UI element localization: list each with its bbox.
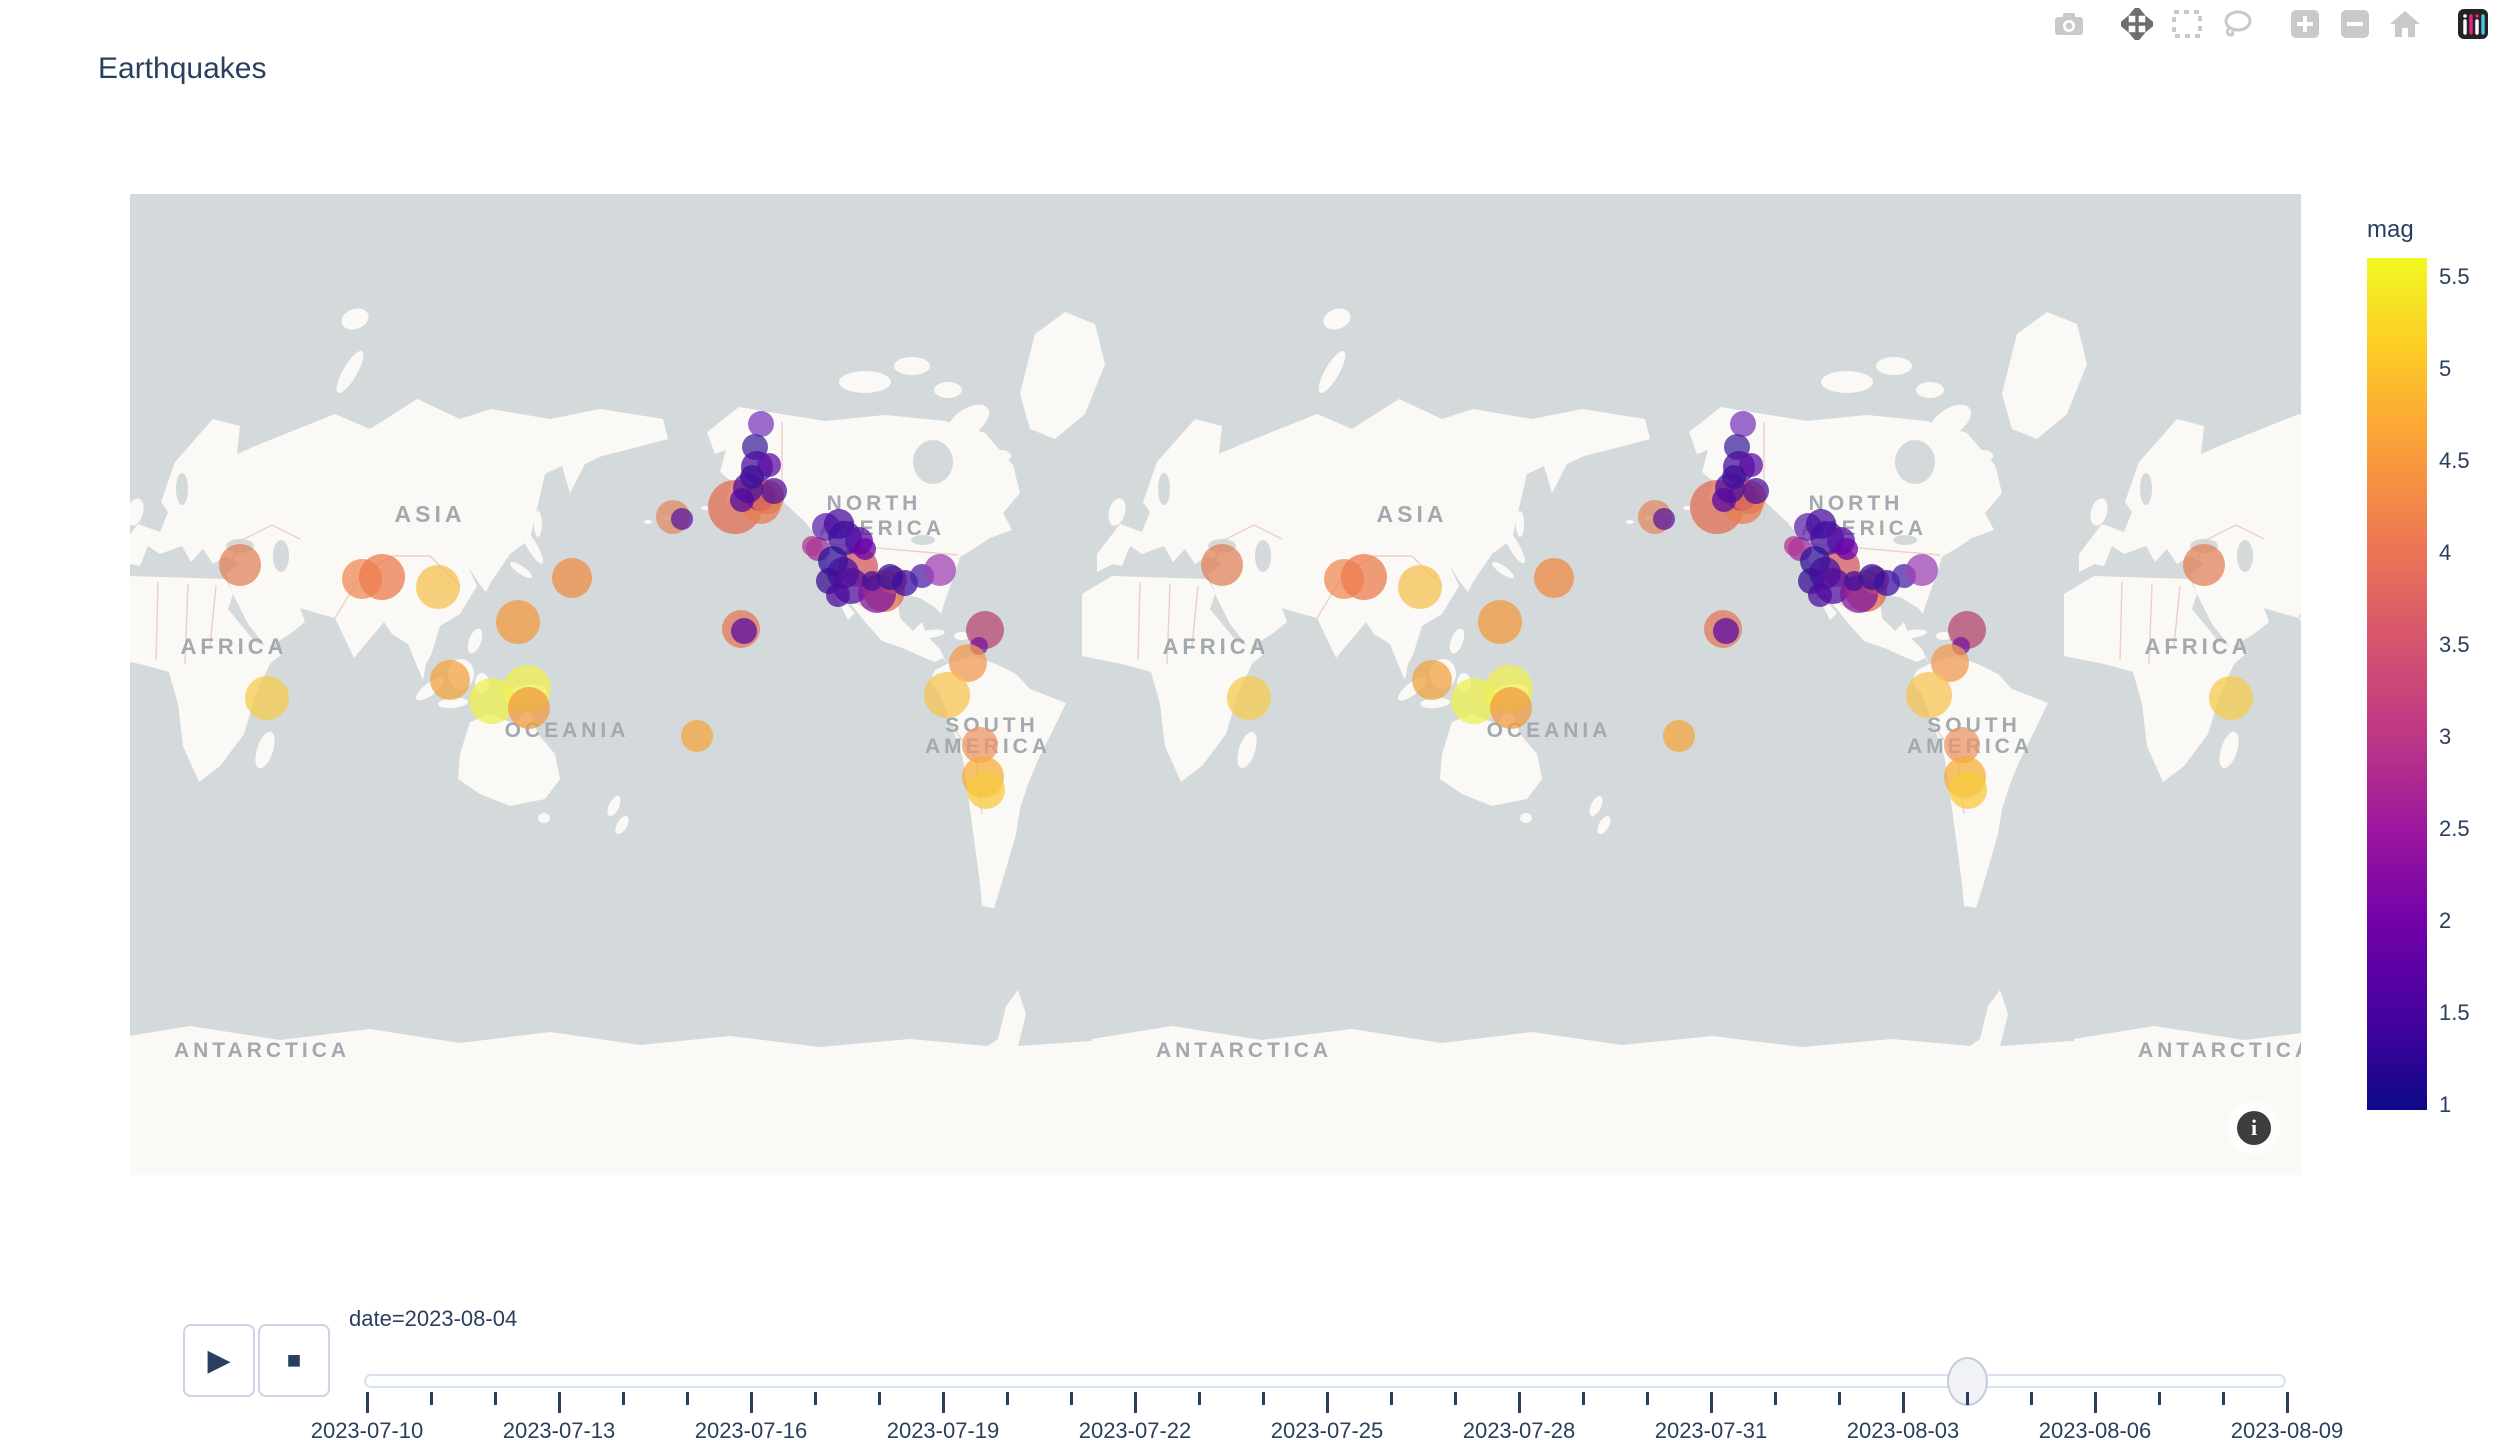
colorbar-tick-label: 5.5 bbox=[2439, 264, 2470, 289]
slider-axis-tick bbox=[1837, 1392, 1841, 1405]
slider-axis-tick bbox=[685, 1392, 689, 1405]
colorbar-tick-label: 5 bbox=[2439, 356, 2452, 381]
slider-axis-tick bbox=[2285, 1392, 2289, 1413]
slider-axis-tick bbox=[1389, 1392, 1393, 1405]
slider-axis-tick bbox=[1965, 1392, 1969, 1405]
slider-axis-tick bbox=[1773, 1392, 1777, 1405]
pan-icon[interactable] bbox=[2120, 8, 2154, 40]
slider-axis-tick bbox=[1325, 1392, 1329, 1413]
stop-button[interactable]: ■ bbox=[258, 1324, 330, 1397]
slider-axis-tick-label: 2023-07-19 bbox=[886, 1418, 1000, 1443]
colorbar-tick-label: 1 bbox=[2439, 1092, 2452, 1117]
slider-axis-tick bbox=[813, 1392, 817, 1405]
slider-axis-tick bbox=[1581, 1392, 1585, 1405]
lasso-icon[interactable] bbox=[2220, 9, 2254, 39]
slider-axis-tick-label: 2023-07-28 bbox=[1462, 1418, 1576, 1443]
colorbar-gradient bbox=[2367, 258, 2427, 1110]
map-attribution-info-icon[interactable]: i bbox=[2237, 1111, 2271, 1145]
slider-axis-tick bbox=[941, 1392, 945, 1413]
slider-axis-tick bbox=[2157, 1392, 2161, 1405]
slider-axis-tick bbox=[1005, 1392, 1009, 1405]
slider-axis-tick bbox=[1709, 1392, 1713, 1413]
slider-axis-tick bbox=[365, 1392, 369, 1413]
slider-axis-tick bbox=[2221, 1392, 2225, 1405]
slider-axis-tick bbox=[1197, 1392, 1201, 1405]
slider-axis-tick bbox=[877, 1392, 881, 1405]
frame-date-label: date=2023-08-04 bbox=[349, 1306, 518, 1331]
colorbar-tick-label: 3.5 bbox=[2439, 632, 2470, 657]
zoom-in-icon[interactable] bbox=[2288, 9, 2322, 39]
colorbar-tick-label: 2.5 bbox=[2439, 816, 2470, 841]
colorbar-tick-label: 4 bbox=[2439, 540, 2452, 565]
slider-axis-tick bbox=[1261, 1392, 1265, 1405]
slider-axis-tick bbox=[1069, 1392, 1073, 1405]
slider-axis-tick bbox=[1645, 1392, 1649, 1405]
date-slider-rail[interactable] bbox=[364, 1374, 2286, 1388]
slider-axis-tick-label: 2023-07-13 bbox=[502, 1418, 616, 1443]
plotly-logo-icon[interactable] bbox=[2456, 9, 2490, 39]
slider-axis-tick bbox=[493, 1392, 497, 1405]
modebar bbox=[2036, 6, 2490, 42]
world-map[interactable]: ASIAAFRICAOCEANIANORTHAMERICASOUTHAMERIC… bbox=[130, 194, 2301, 1175]
colorbar-tick-label: 3 bbox=[2439, 724, 2452, 749]
slider-axis-tick bbox=[557, 1392, 561, 1413]
slider-axis-tick bbox=[2029, 1392, 2033, 1405]
slider-axis-tick bbox=[1453, 1392, 1457, 1405]
slider-axis-tick bbox=[749, 1392, 753, 1413]
slider-axis-tick-label: 2023-08-09 bbox=[2230, 1418, 2344, 1443]
slider-axis-tick-label: 2023-08-06 bbox=[2038, 1418, 2152, 1443]
date-slider-handle[interactable] bbox=[1946, 1357, 1988, 1406]
slider-axis-tick-label: 2023-07-10 bbox=[310, 1418, 424, 1443]
slider-axis-tick-label: 2023-08-03 bbox=[1846, 1418, 1960, 1443]
slider-axis-tick bbox=[429, 1392, 433, 1405]
box-select-icon[interactable] bbox=[2170, 9, 2204, 39]
slider-axis-tick bbox=[621, 1392, 625, 1405]
colorbar-title: mag bbox=[2367, 216, 2414, 243]
slider-axis-tick-label: 2023-07-16 bbox=[694, 1418, 808, 1443]
slider-axis-tick-label: 2023-07-31 bbox=[1654, 1418, 1768, 1443]
slider-axis-tick bbox=[2093, 1392, 2097, 1413]
colorbar-tick-label: 2 bbox=[2439, 908, 2452, 933]
slider-axis-tick-label: 2023-07-25 bbox=[1270, 1418, 1384, 1443]
colorbar-tick-label: 1.5 bbox=[2439, 1000, 2470, 1025]
page-title: Earthquakes bbox=[98, 52, 267, 85]
slider-axis-tick-label: 2023-07-22 bbox=[1078, 1418, 1192, 1443]
stop-icon: ■ bbox=[286, 1346, 302, 1374]
play-icon: ▶ bbox=[207, 1344, 231, 1377]
slider-axis-tick bbox=[1901, 1392, 1905, 1413]
zoom-out-icon[interactable] bbox=[2338, 9, 2372, 39]
play-button[interactable]: ▶ bbox=[183, 1324, 255, 1397]
slider-axis-tick bbox=[1517, 1392, 1521, 1413]
slider-axis-tick bbox=[1133, 1392, 1137, 1413]
camera-icon[interactable] bbox=[2052, 9, 2086, 39]
colorbar-tick-label: 4.5 bbox=[2439, 448, 2470, 473]
home-icon[interactable] bbox=[2388, 9, 2422, 39]
